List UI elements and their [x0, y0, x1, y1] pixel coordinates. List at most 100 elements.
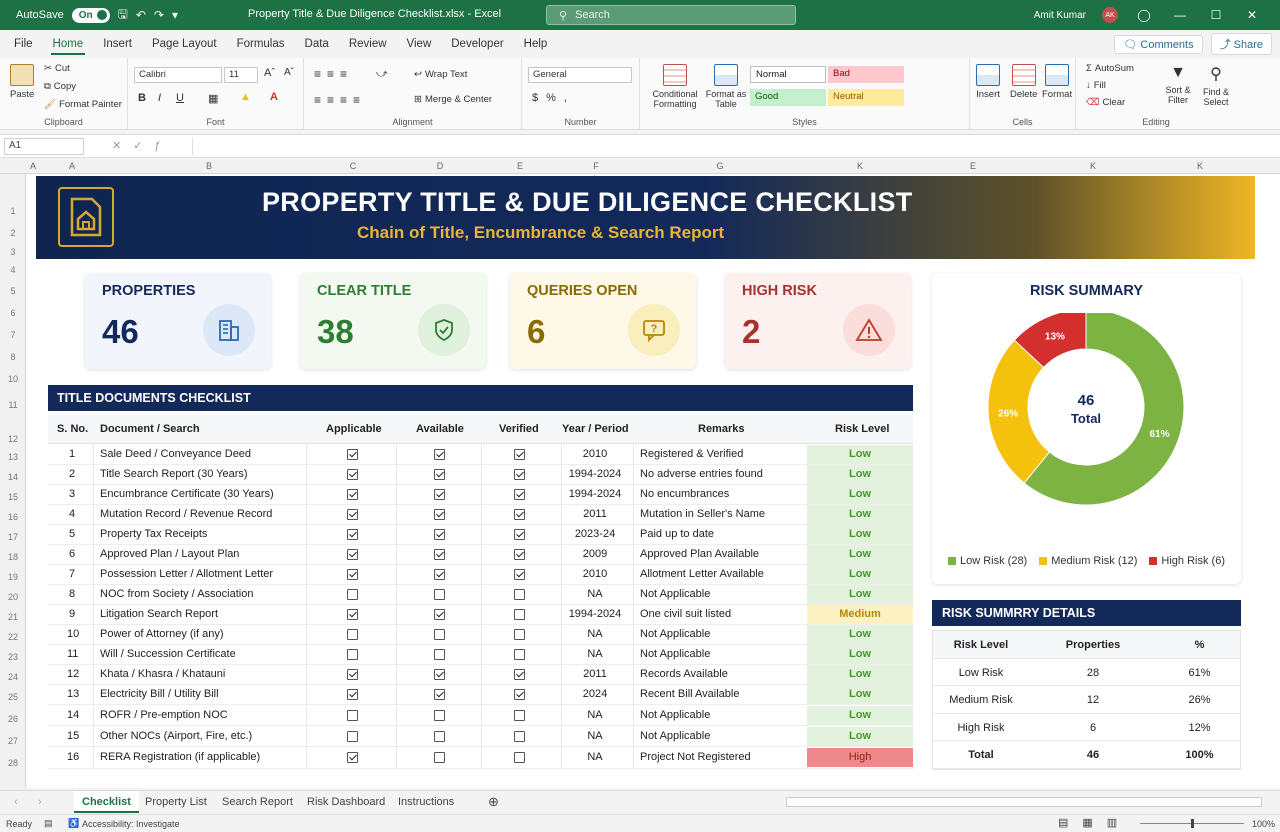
year-period[interactable]: NA — [587, 648, 603, 660]
style-bad[interactable]: Bad — [828, 66, 904, 83]
table-row[interactable]: 16 RERA Registration (if applicable) NA Pro… — [48, 748, 913, 769]
table-row[interactable]: 13 Electricity Bill / Utility Bill 2024 Rec… — [48, 685, 913, 705]
available-checkbox[interactable] — [434, 669, 445, 680]
merge-center-button[interactable]: ⊞ Merge & Center — [414, 94, 493, 105]
save-icon[interactable]: 🖫 — [117, 6, 128, 21]
delete-cells-button[interactable]: Delete — [1010, 64, 1037, 100]
column-header[interactable]: F — [593, 161, 599, 171]
table-row[interactable]: 14 ROFR / Pre-emption NOC NA Not Applicable… — [48, 706, 913, 726]
tab-review[interactable]: Review — [348, 38, 387, 50]
available-checkbox[interactable] — [434, 629, 445, 640]
year-period[interactable]: 2009 — [582, 548, 608, 560]
column-title[interactable]: Available — [416, 423, 464, 435]
verified-checkbox[interactable] — [514, 731, 525, 742]
remarks[interactable]: Allotment Letter Available — [640, 568, 764, 580]
row-header[interactable]: 4 — [10, 265, 16, 275]
tab-data[interactable]: Data — [304, 38, 329, 50]
verified-checkbox[interactable] — [514, 569, 525, 580]
column-title[interactable]: Remarks — [698, 423, 745, 435]
row-header[interactable]: 8 — [10, 352, 16, 362]
document-name[interactable]: RERA Registration (if applicable) — [100, 751, 261, 763]
tab-file[interactable]: File — [14, 38, 33, 50]
verified-checkbox[interactable] — [514, 529, 525, 540]
year-period[interactable]: 2010 — [582, 448, 608, 460]
verified-checkbox[interactable] — [514, 649, 525, 660]
donut-slice-medium[interactable] — [987, 339, 1051, 484]
applicable-checkbox[interactable] — [347, 689, 358, 700]
remarks[interactable]: Mutation in Seller's Name — [640, 508, 765, 520]
close-icon[interactable]: ✕ — [1246, 8, 1258, 22]
accessibility-icon[interactable]: ♿ — [68, 818, 80, 828]
copy-button[interactable]: ⧉ Copy — [44, 81, 76, 92]
row-header[interactable]: 6 — [10, 308, 16, 318]
donut-slice-low[interactable] — [1023, 313, 1185, 506]
year-period[interactable]: 1994-2024 — [568, 468, 622, 480]
available-checkbox[interactable] — [434, 752, 445, 763]
customize-toolbar-icon[interactable]: ▾ — [171, 8, 178, 22]
verified-checkbox[interactable] — [514, 489, 525, 500]
row-header[interactable]: 27 — [7, 736, 18, 746]
column-title[interactable]: Document / Search — [100, 423, 200, 435]
tab-formulas[interactable]: Formulas — [236, 38, 285, 50]
row-header[interactable]: 15 — [7, 492, 18, 502]
fill-button[interactable]: ↓ Fill — [1086, 80, 1106, 91]
document-name[interactable]: Litigation Search Report — [100, 608, 219, 620]
autosum-button[interactable]: Σ AutoSum — [1086, 63, 1134, 74]
serial-number[interactable]: 8 — [68, 588, 76, 600]
year-period[interactable]: NA — [587, 709, 603, 721]
serial-number[interactable]: 14 — [67, 709, 80, 721]
tab-home[interactable]: Home — [43, 30, 94, 58]
available-checkbox[interactable] — [434, 529, 445, 540]
verified-checkbox[interactable] — [514, 589, 525, 600]
verified-checkbox[interactable] — [514, 710, 525, 721]
remarks[interactable]: Approved Plan Available — [640, 548, 760, 560]
verified-checkbox[interactable] — [514, 752, 525, 763]
orientation-icon[interactable]: ⤻ — [376, 68, 388, 80]
verified-checkbox[interactable] — [514, 609, 525, 620]
shrink-font-button[interactable]: Aˇ — [284, 67, 294, 78]
available-checkbox[interactable] — [434, 509, 445, 520]
avatar[interactable]: AK — [1102, 7, 1118, 23]
style-good[interactable]: Good — [750, 89, 826, 106]
font-name-select[interactable]: Calibri — [134, 67, 222, 83]
row-header[interactable]: 25 — [7, 692, 18, 702]
table-row[interactable]: 9 Litigation Search Report 1994-2024 One ci… — [48, 605, 913, 625]
applicable-checkbox[interactable] — [347, 569, 358, 580]
font-size-select[interactable]: 11 — [224, 67, 258, 83]
risk-level-badge[interactable]: Low — [807, 445, 913, 464]
serial-number[interactable]: 4 — [68, 508, 76, 520]
format-as-table-button[interactable]: Format as Table — [704, 64, 748, 109]
year-period[interactable]: NA — [587, 628, 603, 640]
document-name[interactable]: Property Tax Receipts — [100, 528, 208, 540]
undo-icon[interactable]: ↶ — [135, 8, 146, 22]
paste-button[interactable]: Paste — [10, 64, 34, 100]
table-row[interactable]: 12 Khata / Khasra / Khatauni 2011 Records A… — [48, 665, 913, 685]
column-title[interactable]: Applicable — [326, 423, 382, 435]
available-checkbox[interactable] — [434, 489, 445, 500]
year-period[interactable]: 1994-2024 — [568, 488, 622, 500]
row-header[interactable]: 11 — [8, 400, 18, 410]
autosave-toggle[interactable]: On — [71, 7, 110, 23]
row-header[interactable]: 10 — [7, 374, 18, 384]
row-header[interactable]: 16 — [7, 512, 18, 522]
document-name[interactable]: Sale Deed / Conveyance Deed — [100, 448, 252, 460]
document-name[interactable]: NOC from Society / Association — [100, 588, 254, 600]
zoom-slider-thumb[interactable] — [1191, 819, 1194, 828]
table-row[interactable]: 7 Possession Letter / Allotment Letter 201… — [48, 565, 913, 585]
year-period[interactable]: 1994-2024 — [568, 608, 622, 620]
add-sheet-icon[interactable]: ⊕ — [488, 794, 499, 809]
user-name[interactable]: Amit Kumar — [1033, 9, 1086, 21]
serial-number[interactable]: 1 — [68, 448, 76, 460]
applicable-checkbox[interactable] — [347, 589, 358, 600]
remarks[interactable]: Paid up to date — [640, 528, 715, 540]
serial-number[interactable]: 7 — [68, 568, 76, 580]
table-row[interactable]: 11 Will / Succession Certificate NA Not App… — [48, 645, 913, 665]
table-row[interactable]: 4 Mutation Record / Revenue Record 2011 Mut… — [48, 505, 913, 525]
year-period[interactable]: 2023-24 — [574, 528, 616, 540]
risk-level-badge[interactable]: Low — [807, 465, 913, 484]
serial-number[interactable]: 15 — [67, 730, 80, 742]
remarks[interactable]: Registered & Verified — [640, 448, 744, 460]
applicable-checkbox[interactable] — [347, 609, 358, 620]
redo-icon[interactable]: ↷ — [153, 8, 164, 22]
applicable-checkbox[interactable] — [347, 489, 358, 500]
